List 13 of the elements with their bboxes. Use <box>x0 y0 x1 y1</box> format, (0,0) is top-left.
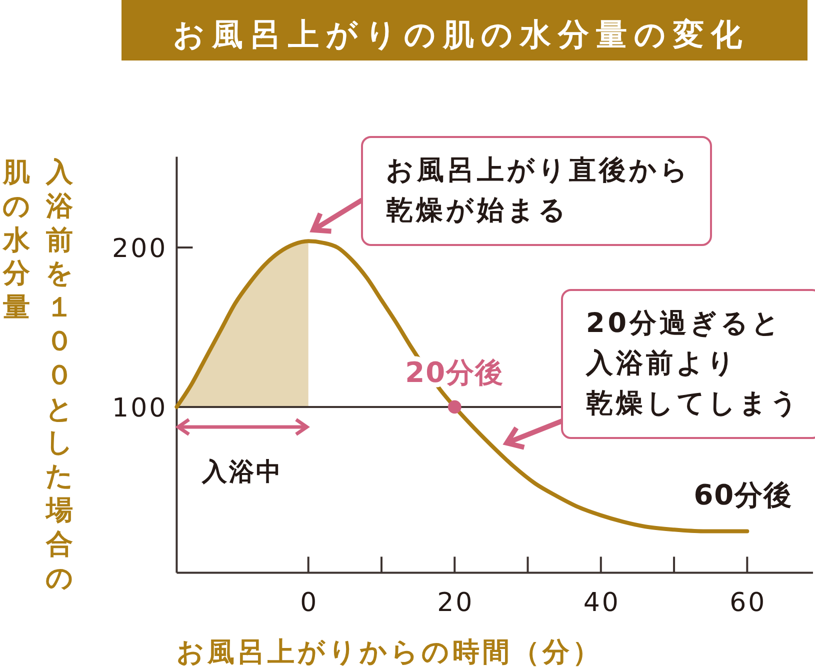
annotation: お風呂上がり直後から乾燥が始まる <box>386 155 691 226</box>
annotation: 入浴中 <box>201 456 284 486</box>
annotation: 20分過ぎると入浴前より乾燥してしまう <box>585 308 801 419</box>
annotation: 60分後 <box>694 478 793 512</box>
x-tick-label: 60 <box>730 588 767 618</box>
text: 入浴前を１００とした場合の肌の水分量 <box>2 157 74 594</box>
x-tick-label: 40 <box>583 588 620 618</box>
x-tick-label: 0 <box>300 588 319 618</box>
y-tick-label: 100 <box>112 393 168 424</box>
x-tick-label: 20 <box>437 588 474 618</box>
y-tick-label: 200 <box>112 234 168 264</box>
chart-title: お風呂上がりの肌の水分量の変化 <box>173 17 749 53</box>
x-axis-title: お風呂上がりからの時間（分） <box>176 637 603 667</box>
